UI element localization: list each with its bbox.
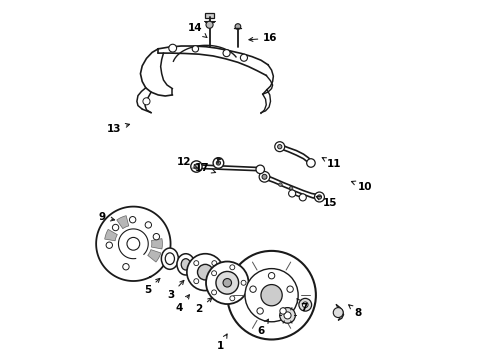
- Circle shape: [280, 307, 295, 323]
- Circle shape: [278, 145, 282, 149]
- Circle shape: [197, 264, 213, 280]
- Circle shape: [123, 264, 129, 270]
- Circle shape: [250, 286, 256, 292]
- Text: 16: 16: [249, 33, 278, 43]
- Circle shape: [212, 261, 217, 266]
- Circle shape: [230, 296, 235, 301]
- Circle shape: [194, 261, 199, 266]
- Polygon shape: [105, 229, 118, 241]
- Circle shape: [333, 307, 343, 318]
- Circle shape: [194, 279, 199, 284]
- Circle shape: [262, 174, 267, 179]
- Text: 2: 2: [196, 298, 212, 314]
- Text: 5: 5: [144, 278, 160, 295]
- Circle shape: [315, 192, 324, 202]
- Text: 7: 7: [297, 299, 307, 312]
- Circle shape: [223, 279, 232, 287]
- Circle shape: [216, 271, 239, 294]
- Text: 15: 15: [316, 196, 337, 208]
- Circle shape: [299, 298, 312, 311]
- Circle shape: [106, 242, 113, 248]
- Text: 3: 3: [167, 280, 184, 300]
- Ellipse shape: [161, 248, 178, 269]
- Circle shape: [169, 44, 176, 52]
- Circle shape: [212, 290, 217, 295]
- Circle shape: [261, 284, 282, 306]
- Circle shape: [216, 161, 220, 165]
- Circle shape: [227, 251, 316, 339]
- Circle shape: [269, 273, 275, 279]
- Polygon shape: [151, 239, 162, 249]
- Circle shape: [259, 171, 270, 182]
- Circle shape: [206, 21, 213, 28]
- Circle shape: [299, 194, 306, 201]
- Circle shape: [307, 159, 315, 167]
- Circle shape: [153, 234, 160, 240]
- Circle shape: [143, 98, 150, 105]
- Circle shape: [192, 46, 198, 52]
- Circle shape: [112, 224, 119, 231]
- Circle shape: [289, 190, 295, 197]
- Circle shape: [257, 308, 263, 314]
- Text: 6: 6: [257, 319, 269, 336]
- Text: 8: 8: [349, 305, 362, 318]
- Ellipse shape: [177, 254, 195, 275]
- Circle shape: [129, 216, 136, 223]
- Circle shape: [241, 280, 246, 285]
- Circle shape: [187, 254, 224, 291]
- Text: 12: 12: [177, 157, 197, 168]
- Polygon shape: [147, 249, 161, 262]
- Circle shape: [318, 195, 321, 199]
- Circle shape: [235, 24, 241, 30]
- Text: 13: 13: [107, 123, 129, 134]
- Circle shape: [241, 54, 247, 61]
- Circle shape: [279, 183, 282, 186]
- Circle shape: [127, 238, 140, 250]
- Text: 4: 4: [176, 295, 190, 312]
- Circle shape: [275, 142, 285, 152]
- Ellipse shape: [181, 259, 191, 270]
- Circle shape: [191, 161, 202, 172]
- Circle shape: [302, 302, 308, 307]
- Circle shape: [256, 165, 265, 174]
- FancyBboxPatch shape: [205, 13, 214, 18]
- Circle shape: [212, 279, 217, 284]
- Circle shape: [223, 50, 230, 57]
- Circle shape: [287, 286, 294, 292]
- Circle shape: [245, 269, 298, 322]
- Circle shape: [194, 164, 199, 169]
- Text: 14: 14: [187, 23, 207, 37]
- Polygon shape: [117, 216, 129, 229]
- Text: 11: 11: [322, 158, 341, 169]
- Text: 1: 1: [217, 334, 227, 351]
- Text: 17: 17: [195, 163, 216, 173]
- Text: 10: 10: [351, 181, 373, 192]
- Circle shape: [212, 271, 217, 276]
- Circle shape: [206, 261, 248, 304]
- Circle shape: [289, 186, 293, 190]
- Circle shape: [280, 308, 286, 314]
- Circle shape: [145, 222, 151, 228]
- Ellipse shape: [165, 253, 174, 265]
- Circle shape: [284, 312, 291, 319]
- Circle shape: [213, 158, 224, 168]
- Circle shape: [230, 265, 235, 270]
- Text: 9: 9: [99, 212, 115, 222]
